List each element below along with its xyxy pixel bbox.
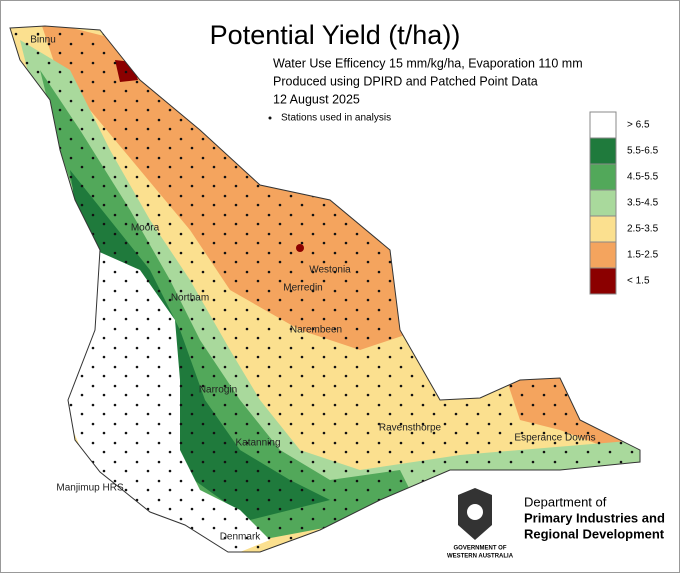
town-label: Northam	[171, 293, 209, 304]
subtitle: Water Use Efficency 15 mm/kg/ha, Evapora…	[273, 56, 583, 70]
legend-label: 3.5-4.5	[627, 198, 659, 209]
town-label: Manjimup HRS	[56, 483, 124, 494]
stations-note: Stations used in analysis	[281, 113, 391, 124]
department-name: Regional Development	[524, 526, 665, 541]
town-label: Moora	[131, 223, 160, 234]
department-name: Department of	[524, 494, 607, 509]
town-label: Esperance Downs	[514, 433, 595, 444]
logo	[458, 488, 492, 540]
town-label: Denmark	[220, 532, 262, 543]
station-symbol	[268, 116, 272, 120]
government-label: GOVERNMENT OF	[453, 546, 506, 552]
department-name: Primary Industries and	[524, 510, 665, 525]
legend-swatch	[589, 215, 617, 243]
towns: Binnu Moora Westonia Merredin Northam Narembe…	[30, 35, 595, 543]
legend-label: 4.5-5.5	[627, 172, 659, 183]
subtitle: Produced using DPIRD and Patched Point D…	[273, 74, 538, 88]
town-label: Narrogin	[199, 385, 237, 396]
town-label: Katanning	[235, 438, 280, 449]
legend-swatch	[589, 241, 617, 269]
town-label: Binnu	[30, 35, 56, 46]
legend-label: < 1.5	[627, 276, 650, 287]
legend-label: > 6.5	[627, 120, 650, 131]
legend-swatch	[589, 189, 617, 217]
town-label: Westonia	[309, 265, 351, 276]
town-label: Narembeen	[290, 325, 342, 336]
legend-swatch	[589, 111, 617, 139]
legend-swatch	[589, 267, 617, 295]
town-label: Merredin	[283, 283, 322, 294]
subtitle: 12 August 2025	[273, 92, 360, 106]
legend-swatch	[589, 137, 617, 165]
legend-label: 5.5-6.5	[627, 146, 659, 157]
legend-label: 1.5-2.5	[627, 250, 659, 261]
legend-label: 2.5-3.5	[627, 224, 659, 235]
legend-swatch	[589, 163, 617, 191]
title: Potential Yield (t/ha))	[210, 20, 461, 50]
legend: > 6.5 5.5-6.5 4.5-5.5 3.5-4.5 2.5-3.5 1.5-2.5…	[589, 111, 659, 295]
government-label: WESTERN AUSTRALIA	[447, 554, 514, 560]
town-label: Ravensthorpe	[379, 423, 442, 434]
